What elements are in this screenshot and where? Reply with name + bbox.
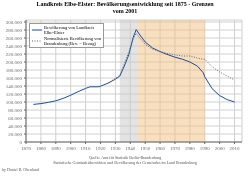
svg-text:1940: 1940 (125, 146, 136, 151)
svg-text:1970: 1970 (170, 146, 181, 151)
svg-text:160.000: 160.000 (8, 76, 23, 81)
html-text:vom 2001: vom 2001 (112, 8, 138, 14)
svg-text:1870: 1870 (21, 146, 32, 151)
html-text:Bevölkerung von Landkreis Elbe: Bevölkerung von Landkreis Elbe-Elster (44, 25, 95, 35)
svg-text:1950: 1950 (140, 146, 151, 151)
svg-text:140.000: 140.000 (8, 84, 23, 89)
svg-text:40.000: 40.000 (8, 124, 22, 129)
svg-text:60.000: 60.000 (8, 116, 22, 121)
svg-text:80.000: 80.000 (8, 108, 22, 113)
html-text:Quelle: Amt für Statistik Berl: Quelle: Amt für Statistik Berlin-Branden… (53, 155, 197, 165)
svg-text:300.000: 300.000 (8, 20, 23, 25)
svg-text:120.000: 120.000 (8, 92, 23, 97)
svg-text:1920: 1920 (95, 146, 106, 151)
svg-text:1900: 1900 (66, 146, 77, 151)
svg-text:100.000: 100.000 (8, 100, 23, 105)
svg-text:1980: 1980 (185, 146, 196, 151)
svg-text:2010: 2010 (230, 146, 241, 151)
svg-text:0: 0 (20, 140, 23, 145)
svg-text:180.000: 180.000 (8, 68, 23, 73)
svg-text:1960: 1960 (155, 146, 166, 151)
html-text:by Daniel B. Obenland: by Daniel B. Obenland (2, 167, 39, 172)
svg-text:2000: 2000 (215, 146, 226, 151)
svg-text:260.000: 260.000 (8, 36, 23, 41)
svg-text:200.000: 200.000 (8, 60, 23, 65)
svg-text:1930: 1930 (110, 146, 121, 151)
svg-text:1910: 1910 (81, 146, 92, 151)
html-text:Normalisierte Bevölkerung von: Normalisierte Bevölkerung von Brandenbur… (44, 36, 101, 46)
svg-text:1890: 1890 (51, 146, 62, 151)
svg-text:280.000: 280.000 (8, 28, 23, 33)
svg-text:240.000: 240.000 (8, 44, 23, 49)
svg-text:20.000: 20.000 (8, 132, 22, 137)
html-text:Landkreis Elbe-Elster: Bevölke: Landkreis Elbe-Elster: Bevölkerungsentwi… (36, 1, 214, 7)
svg-text:1990: 1990 (200, 146, 211, 151)
svg-text:220.000: 220.000 (8, 52, 23, 57)
svg-text:1880: 1880 (36, 146, 47, 151)
